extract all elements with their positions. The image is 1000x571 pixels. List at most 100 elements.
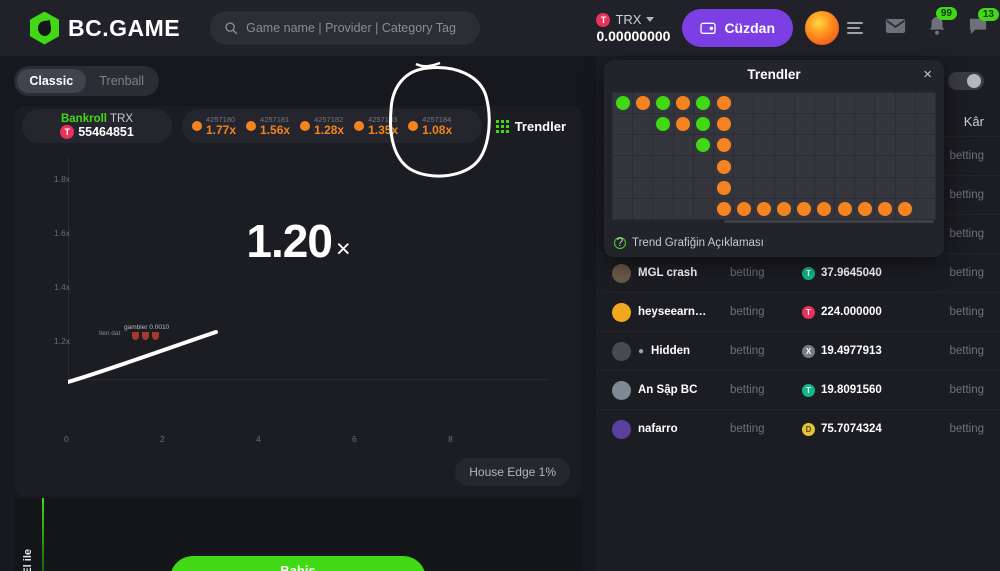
tab-trenball[interactable]: Trenball: [99, 74, 145, 88]
tab-classic[interactable]: Classic: [17, 69, 86, 93]
trendler-label: Trendler: [514, 118, 566, 134]
trend-cell: [835, 114, 855, 135]
trend-cell: [794, 93, 814, 114]
trend-dot: [716, 96, 731, 111]
balance-chip[interactable]: T TRX 0.00000000: [596, 12, 670, 44]
bet-profit: betting: [949, 267, 984, 279]
trend-dot: [857, 201, 872, 216]
trend-cell: [693, 198, 713, 219]
trend-grid[interactable]: [612, 92, 936, 220]
history-item[interactable]: 4257180 1.77x: [188, 115, 240, 136]
trend-dot: [635, 96, 650, 111]
brand-logo[interactable]: BC.GAME: [30, 11, 180, 45]
trend-dot: [878, 201, 893, 216]
house-edge-chip[interactable]: House Edge 1%: [455, 458, 570, 486]
trend-cell: [915, 198, 935, 219]
trend-dot: [716, 117, 731, 132]
trend-dot: [716, 201, 731, 216]
trend-cell: [875, 135, 895, 156]
bet-status: betting: [730, 423, 765, 435]
trend-dot: [615, 96, 630, 111]
mail-button[interactable]: [885, 18, 906, 39]
modal-scrollbar[interactable]: [724, 220, 934, 223]
trend-cell: [835, 135, 855, 156]
trend-cell: [734, 198, 754, 219]
trend-cell: [875, 177, 895, 198]
crash-dot-icon: [300, 121, 311, 131]
hamburger-icon[interactable]: [847, 22, 863, 34]
trend-help-label: Trend Grafiğin Açıklaması: [632, 237, 764, 249]
crash-dot-icon: [408, 121, 419, 131]
wallet-button[interactable]: Cüzdan: [682, 9, 793, 47]
trend-cell: [633, 135, 653, 156]
trend-cell: [754, 114, 774, 135]
table-row[interactable]: MGL crash betting T 37.9645040 betting: [596, 253, 1000, 292]
history-item[interactable]: 4257184 1.08x: [404, 115, 456, 136]
current-multiplier: 1.20 ×: [14, 214, 582, 268]
player-name: Hidden: [651, 345, 691, 357]
trend-cell: [693, 177, 713, 198]
table-row[interactable]: Ăn Sập BC betting T 19.8091560 betting: [596, 370, 1000, 409]
history-id: 4257182: [314, 114, 344, 124]
trend-cell: [835, 93, 855, 114]
trendler-button[interactable]: Trendler: [488, 119, 574, 134]
x-tick: 8: [448, 434, 453, 444]
player-tag-overlay-2: gambler 0.0010: [124, 324, 170, 331]
all-filter-toggle[interactable]: [948, 72, 984, 90]
trend-cell: [693, 114, 713, 135]
search-box[interactable]: [210, 11, 481, 45]
trend-dot: [676, 96, 691, 111]
trend-cell: [814, 198, 835, 219]
header-right-cluster: T TRX 0.00000000 Cüzdan: [596, 6, 999, 47]
trend-dot: [756, 201, 771, 216]
coin-icon: X: [802, 344, 815, 358]
history-item[interactable]: 4257182 1.28x: [296, 114, 348, 136]
chevron-down-icon[interactable]: [646, 17, 655, 22]
bankroll-chip: Bankroll TRX T 55464851: [22, 109, 172, 143]
history-item[interactable]: 4257181 1.56x: [242, 115, 294, 136]
avatar: [612, 419, 631, 439]
bet-status: betting: [730, 267, 765, 279]
bet-status: betting: [730, 384, 765, 396]
trend-cell: [673, 198, 693, 219]
table-row[interactable]: heyseearn… betting T 224.000000 betting: [596, 292, 1000, 331]
trend-cell: [713, 93, 734, 114]
multiplier-suffix: ×: [335, 235, 351, 263]
close-icon[interactable]: ×: [923, 66, 932, 83]
manual-mode-label: El ile: [22, 549, 34, 571]
user-avatar[interactable]: [805, 11, 839, 45]
trend-cell: [855, 198, 875, 219]
trend-cell: [875, 198, 895, 219]
accent-rail: [42, 498, 44, 571]
trend-cell: [835, 177, 855, 198]
player-name: MGL crash: [638, 267, 698, 279]
history-item[interactable]: 4257183 1.35x: [350, 115, 402, 137]
trend-help-link[interactable]: ? Trend Grafiğin Açıklaması: [614, 237, 764, 249]
trend-cell: [895, 93, 915, 114]
trend-cell: [673, 177, 693, 198]
trend-cell: [653, 135, 673, 156]
manual-mode-tab[interactable]: El ile: [14, 498, 42, 571]
trend-cell: [633, 156, 653, 177]
chart-x-axis: 0 2 4 6 8: [64, 434, 544, 448]
trend-dot: [696, 117, 711, 132]
bet-button[interactable]: Bahis (Next round): [170, 556, 426, 571]
trend-cell: [734, 156, 754, 177]
search-input[interactable]: [246, 21, 467, 35]
trend-cell: [794, 135, 814, 156]
y-tick: 1.4x: [53, 282, 70, 292]
trend-cell: [794, 198, 814, 219]
bet-amount: 19.8091560: [821, 384, 882, 396]
history-multiplier: 1.35x: [368, 122, 399, 137]
table-row[interactable]: nafarro betting D 75.7074324 betting: [596, 409, 1000, 448]
notifications-button[interactable]: 99: [928, 6, 957, 41]
trend-cell: [734, 135, 754, 156]
question-icon: ?: [614, 237, 626, 249]
round-history-strip[interactable]: 4257180 1.77x 4257181 1.56x: [182, 109, 482, 143]
player-name: nafarro: [638, 423, 678, 435]
column-profit: Kâr: [963, 113, 984, 129]
trend-cell: [633, 198, 653, 219]
chat-button[interactable]: 13: [968, 7, 999, 40]
table-row[interactable]: ● Hidden betting X 19.4977913 betting: [596, 331, 1000, 370]
trend-cell: [693, 93, 713, 114]
